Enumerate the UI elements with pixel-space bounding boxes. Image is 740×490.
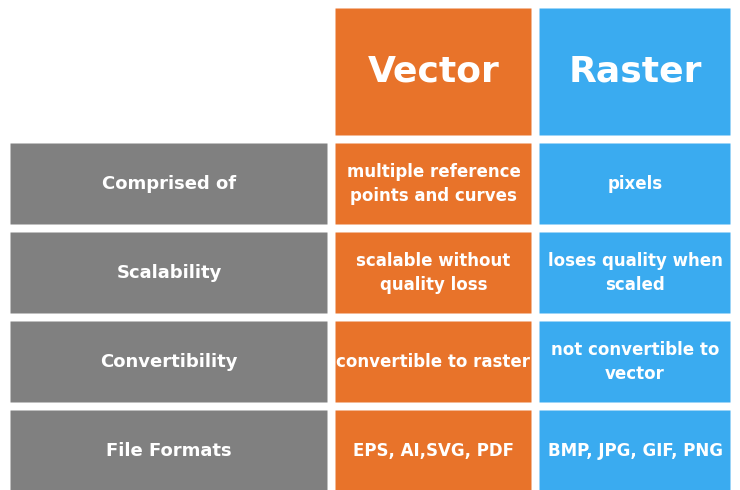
FancyBboxPatch shape [539, 8, 730, 136]
Text: convertible to raster: convertible to raster [337, 353, 531, 371]
Text: Scalability: Scalability [116, 264, 222, 282]
FancyBboxPatch shape [539, 321, 730, 402]
Text: not convertible to
vector: not convertible to vector [551, 341, 719, 383]
FancyBboxPatch shape [335, 411, 531, 490]
Text: Raster: Raster [568, 55, 702, 89]
Text: pixels: pixels [608, 175, 662, 193]
FancyBboxPatch shape [335, 232, 531, 314]
FancyBboxPatch shape [539, 144, 730, 224]
FancyBboxPatch shape [10, 321, 328, 402]
FancyBboxPatch shape [539, 411, 730, 490]
Text: Comprised of: Comprised of [102, 175, 236, 193]
Text: scalable without
quality loss: scalable without quality loss [357, 252, 511, 294]
FancyBboxPatch shape [10, 232, 328, 314]
FancyBboxPatch shape [10, 411, 328, 490]
FancyBboxPatch shape [335, 144, 531, 224]
Text: Vector: Vector [368, 55, 500, 89]
FancyBboxPatch shape [335, 321, 531, 402]
Text: File Formats: File Formats [106, 442, 232, 460]
FancyBboxPatch shape [10, 144, 328, 224]
Text: EPS, AI,SVG, PDF: EPS, AI,SVG, PDF [353, 442, 514, 460]
FancyBboxPatch shape [539, 232, 730, 314]
Text: Convertibility: Convertibility [100, 353, 238, 371]
Text: multiple reference
points and curves: multiple reference points and curves [346, 163, 520, 205]
FancyBboxPatch shape [335, 8, 531, 136]
Text: BMP, JPG, GIF, PNG: BMP, JPG, GIF, PNG [548, 442, 722, 460]
Text: loses quality when
scaled: loses quality when scaled [548, 252, 722, 294]
